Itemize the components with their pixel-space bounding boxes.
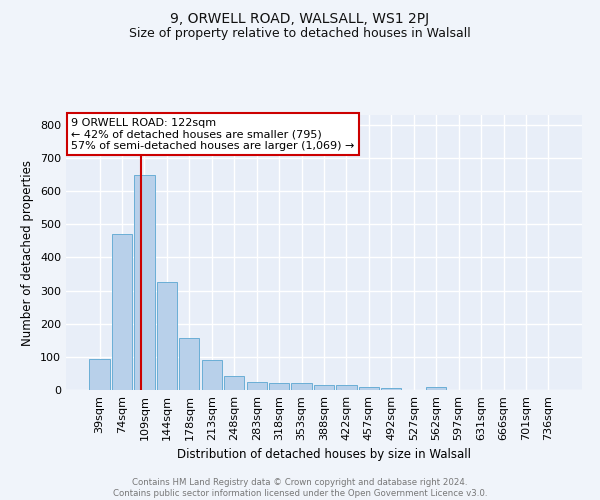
Bar [134, 174, 155, 390]
Bar [337, 385, 356, 390]
Text: Size of property relative to detached houses in Walsall: Size of property relative to detached ho… [129, 28, 471, 40]
Text: 9 ORWELL ROAD: 122sqm
← 42% of detached houses are smaller (795)
57% of semi-det: 9 ORWELL ROAD: 122sqm ← 42% of detached … [71, 118, 355, 151]
Bar [157, 282, 177, 390]
Bar [426, 386, 446, 390]
Bar [112, 234, 132, 390]
Text: Contains HM Land Registry data © Crown copyright and database right 2024.
Contai: Contains HM Land Registry data © Crown c… [113, 478, 487, 498]
Bar [314, 385, 334, 390]
Y-axis label: Number of detached properties: Number of detached properties [22, 160, 34, 346]
Bar [224, 376, 244, 390]
X-axis label: Distribution of detached houses by size in Walsall: Distribution of detached houses by size … [177, 448, 471, 462]
Bar [247, 382, 267, 390]
Bar [292, 384, 311, 390]
Text: 9, ORWELL ROAD, WALSALL, WS1 2PJ: 9, ORWELL ROAD, WALSALL, WS1 2PJ [170, 12, 430, 26]
Bar [202, 360, 222, 390]
Bar [179, 338, 199, 390]
Bar [269, 384, 289, 390]
Bar [89, 358, 110, 390]
Bar [381, 388, 401, 390]
Bar [359, 386, 379, 390]
